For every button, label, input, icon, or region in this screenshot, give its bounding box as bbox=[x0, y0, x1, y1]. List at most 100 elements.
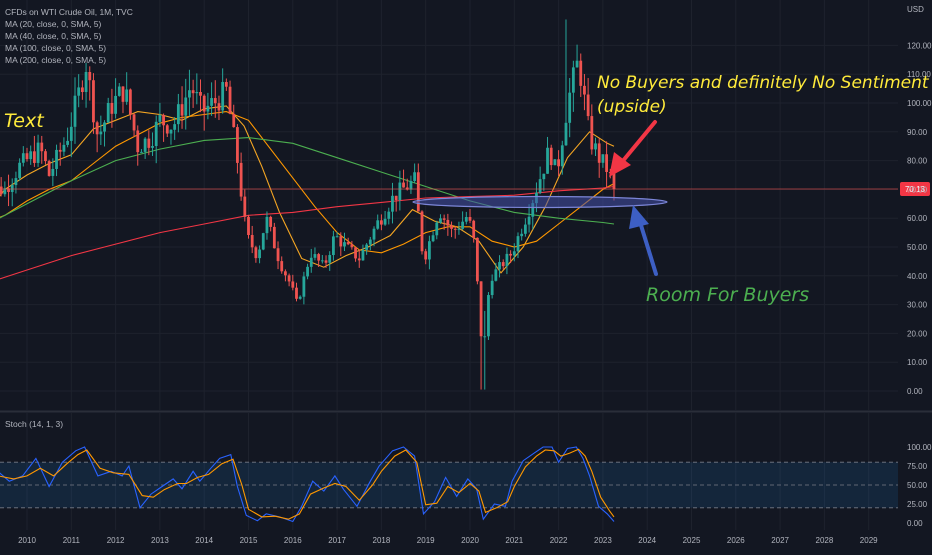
candle-body[interactable] bbox=[612, 173, 616, 190]
candle-body[interactable] bbox=[173, 124, 177, 130]
candle-body[interactable] bbox=[7, 188, 10, 192]
candle-body[interactable] bbox=[590, 116, 594, 150]
candle-body[interactable] bbox=[132, 114, 136, 131]
candle-body[interactable] bbox=[73, 95, 77, 127]
candle-body[interactable] bbox=[217, 103, 221, 111]
candle-body[interactable] bbox=[272, 226, 276, 249]
candle-body[interactable] bbox=[490, 280, 494, 296]
candle-body[interactable] bbox=[354, 247, 357, 259]
candle-body[interactable] bbox=[512, 251, 516, 256]
room-for-buyers-annotation[interactable]: Room For Buyers bbox=[646, 284, 810, 306]
stoch-title[interactable]: Stoch (14, 1, 3) bbox=[5, 419, 64, 429]
candle-body[interactable] bbox=[571, 67, 575, 93]
candle-body[interactable] bbox=[206, 105, 210, 112]
candle-body[interactable] bbox=[261, 233, 265, 250]
candle-body[interactable] bbox=[14, 178, 18, 186]
candle-body[interactable] bbox=[265, 216, 269, 234]
candle-body[interactable] bbox=[176, 104, 180, 125]
candle-body[interactable] bbox=[605, 154, 608, 172]
red-arrow-shaft[interactable] bbox=[620, 120, 657, 164]
candle-body[interactable] bbox=[313, 254, 317, 258]
candle-body[interactable] bbox=[350, 244, 354, 248]
candle-body[interactable] bbox=[298, 296, 302, 299]
candle-body[interactable] bbox=[431, 235, 435, 242]
candle-body[interactable] bbox=[36, 142, 40, 163]
candle-body[interactable] bbox=[409, 180, 413, 190]
candle-body[interactable] bbox=[523, 224, 527, 234]
candle-body[interactable] bbox=[509, 253, 513, 256]
legend-ma100[interactable]: MA (100, close, 0, SMA, 5) bbox=[5, 43, 107, 53]
candle-body[interactable] bbox=[579, 60, 583, 86]
candle-body[interactable] bbox=[88, 71, 92, 81]
buy-zone-ellipse[interactable] bbox=[412, 195, 668, 209]
candle-body[interactable] bbox=[92, 80, 95, 123]
ma100-line[interactable] bbox=[0, 137, 615, 227]
candle-body[interactable] bbox=[258, 249, 261, 259]
candle-body[interactable] bbox=[250, 235, 254, 248]
candle-body[interactable] bbox=[442, 218, 446, 220]
candle-body[interactable] bbox=[483, 336, 487, 338]
blue-arrow-shaft[interactable] bbox=[638, 220, 658, 276]
left-text-annotation[interactable]: Text bbox=[4, 110, 44, 132]
candle-body[interactable] bbox=[516, 236, 520, 252]
candle-body[interactable] bbox=[531, 203, 535, 217]
candle-body[interactable] bbox=[365, 244, 369, 250]
candle-body[interactable] bbox=[295, 287, 298, 299]
candle-body[interactable] bbox=[0, 186, 3, 195]
candle-body[interactable] bbox=[383, 218, 387, 225]
candle-body[interactable] bbox=[328, 255, 332, 263]
candle-body[interactable] bbox=[546, 147, 549, 174]
candle-body[interactable] bbox=[376, 220, 380, 229]
candle-body[interactable] bbox=[147, 138, 151, 148]
candle-body[interactable] bbox=[468, 217, 472, 221]
candle-body[interactable] bbox=[106, 103, 110, 123]
candle-body[interactable] bbox=[450, 225, 453, 229]
stoch-k-line[interactable] bbox=[0, 446, 615, 523]
candle-body[interactable] bbox=[55, 149, 58, 169]
candle-body[interactable] bbox=[224, 82, 228, 87]
candle-body[interactable] bbox=[361, 249, 365, 261]
candle-body[interactable] bbox=[29, 151, 33, 160]
candle-body[interactable] bbox=[439, 218, 442, 223]
candle-body[interactable] bbox=[162, 114, 165, 126]
candle-body[interactable] bbox=[184, 97, 188, 116]
candle-body[interactable] bbox=[586, 94, 590, 117]
candle-body[interactable] bbox=[594, 143, 597, 150]
candle-body[interactable] bbox=[568, 92, 572, 123]
candle-body[interactable] bbox=[247, 216, 250, 236]
candle-body[interactable] bbox=[575, 60, 579, 68]
candle-body[interactable] bbox=[236, 127, 239, 163]
candle-body[interactable] bbox=[69, 126, 73, 141]
candle-body[interactable] bbox=[62, 144, 66, 152]
candle-body[interactable] bbox=[136, 130, 140, 153]
candle-body[interactable] bbox=[18, 162, 22, 179]
candle-body[interactable] bbox=[169, 129, 173, 134]
candle-body[interactable] bbox=[464, 217, 468, 222]
candle-body[interactable] bbox=[58, 149, 62, 152]
candle-body[interactable] bbox=[372, 228, 376, 240]
candle-body[interactable] bbox=[213, 98, 217, 104]
candle-body[interactable] bbox=[180, 104, 184, 116]
candle-body[interactable] bbox=[40, 142, 44, 152]
candle-body[interactable] bbox=[32, 151, 36, 163]
candle-body[interactable] bbox=[413, 172, 417, 181]
candle-body[interactable] bbox=[66, 140, 70, 145]
candle-body[interactable] bbox=[84, 71, 88, 93]
candle-body[interactable] bbox=[398, 182, 402, 200]
candle-body[interactable] bbox=[317, 254, 321, 261]
candle-body[interactable] bbox=[560, 145, 564, 167]
candle-body[interactable] bbox=[10, 185, 14, 192]
candle-body[interactable] bbox=[309, 257, 313, 267]
candle-body[interactable] bbox=[479, 281, 483, 337]
candle-body[interactable] bbox=[357, 258, 361, 261]
candle-body[interactable] bbox=[25, 153, 29, 160]
candle-body[interactable] bbox=[597, 143, 601, 163]
candle-body[interactable] bbox=[402, 182, 405, 188]
candle-body[interactable] bbox=[80, 87, 84, 93]
candle-body[interactable] bbox=[394, 195, 398, 200]
no-buyers-annotation[interactable]: No Buyers and definitely No Sentiment bbox=[597, 73, 929, 93]
candle-body[interactable] bbox=[3, 188, 7, 195]
candle-body[interactable] bbox=[117, 86, 121, 96]
candle-body[interactable] bbox=[302, 276, 306, 297]
candle-body[interactable] bbox=[284, 271, 287, 276]
